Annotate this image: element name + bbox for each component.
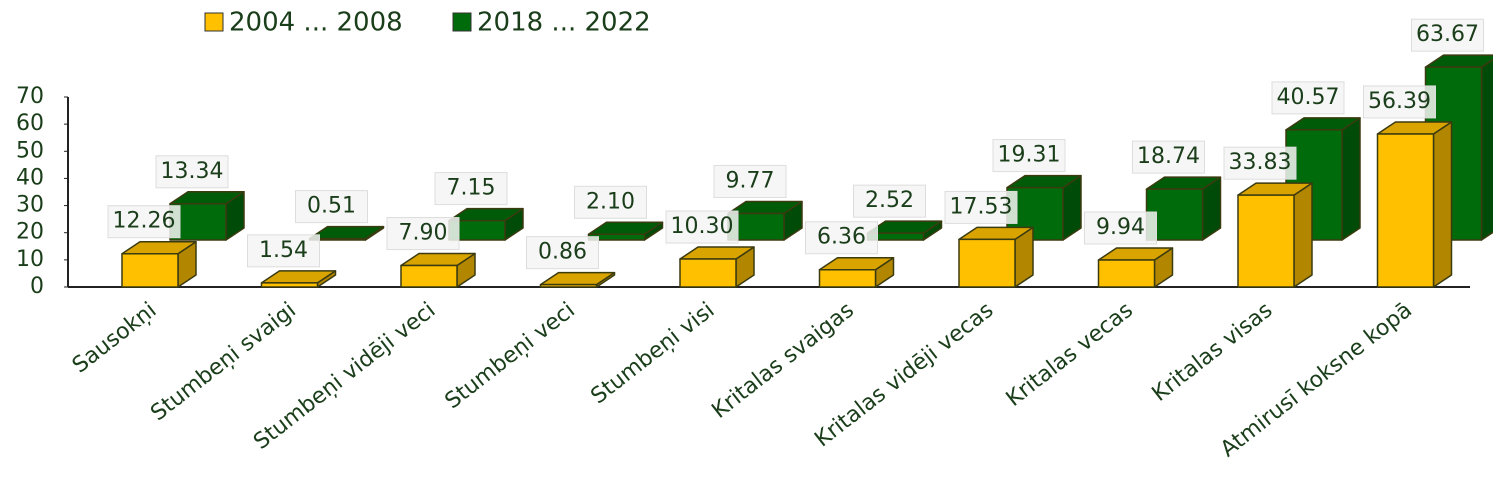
x-tick-label: Stumbeņi svaigi <box>146 298 301 426</box>
value-label: 40.57 <box>1277 85 1340 110</box>
bar-side <box>1480 58 1493 241</box>
value-label: 2.52 <box>865 188 914 213</box>
bar <box>1376 121 1453 288</box>
value-label-box <box>155 155 229 189</box>
bar <box>539 271 616 288</box>
bar-top <box>1424 54 1493 68</box>
value-label: 7.90 <box>399 221 448 246</box>
bar <box>121 240 197 288</box>
y-tick-label: 30 <box>16 193 44 218</box>
value-label-box <box>665 210 739 244</box>
value-label: 0.86 <box>538 240 587 265</box>
value-label-box <box>1132 140 1205 174</box>
bar-top <box>308 225 385 240</box>
value-label-box <box>853 184 926 218</box>
bar-front <box>958 238 1016 288</box>
value-label: 19.31 <box>998 143 1061 168</box>
legend-swatch <box>452 12 472 32</box>
y-tick-label: 40 <box>16 165 44 190</box>
value-label: 6.36 <box>817 225 866 250</box>
bar-front <box>1097 259 1156 288</box>
bar <box>400 252 476 288</box>
bar <box>727 200 803 241</box>
y-tick-label: 10 <box>16 247 44 272</box>
bar-side <box>1432 121 1453 288</box>
x-tick-label: Sausokņi <box>68 298 161 379</box>
value-label: 9.94 <box>1096 215 1145 240</box>
value-label: 0.51 <box>307 194 356 219</box>
bar <box>308 225 385 241</box>
value-label-box <box>1363 85 1436 119</box>
x-tick-label: Stumbeņi veci <box>441 298 580 415</box>
bar <box>587 221 664 241</box>
value-label: 18.74 <box>1137 144 1200 169</box>
value-label-box <box>992 139 1066 173</box>
bar-front <box>260 282 319 288</box>
bar <box>679 246 755 288</box>
value-label-box <box>1271 81 1345 115</box>
bar <box>1145 176 1222 241</box>
y-tick-label: 50 <box>16 138 44 163</box>
bar <box>260 270 337 288</box>
value-label-box <box>1223 146 1297 180</box>
bar <box>169 191 245 241</box>
value-label: 56.39 <box>1368 89 1431 114</box>
value-label-box <box>944 190 1018 224</box>
y-tick-label: 20 <box>16 220 44 245</box>
value-label: 7.15 <box>447 176 496 201</box>
value-label-box <box>805 221 878 255</box>
bar <box>1237 182 1313 288</box>
value-label-box <box>386 217 460 251</box>
y-tick-label: 60 <box>16 111 44 136</box>
value-label: 10.30 <box>671 214 734 239</box>
bar <box>866 220 943 241</box>
bar-side <box>1341 117 1361 241</box>
value-label-box <box>1084 211 1157 245</box>
value-label-box <box>295 190 368 224</box>
legend-swatch <box>204 12 224 32</box>
value-label: 13.34 <box>161 159 224 184</box>
value-label: 1.54 <box>259 238 308 263</box>
bar <box>818 256 895 288</box>
bar-front <box>539 283 598 288</box>
value-label-box <box>574 185 647 219</box>
y-tick-label: 70 <box>16 84 44 109</box>
value-label: 2.10 <box>586 189 635 214</box>
bar-front <box>400 264 458 288</box>
x-tick-label: Stumbeņi visi <box>586 298 719 410</box>
bar-front <box>818 268 877 288</box>
value-label: 9.77 <box>726 168 775 193</box>
value-label-box <box>247 234 320 268</box>
bar-front <box>1376 133 1435 288</box>
bar-side <box>1293 182 1313 288</box>
value-label-box <box>1411 18 1484 52</box>
bar-front <box>1237 194 1295 288</box>
x-tick-label: Kritalas vecas <box>1002 298 1138 412</box>
value-label: 12.26 <box>113 209 176 234</box>
legend-label: 2004 ... 2008 <box>229 8 403 38</box>
value-label-box <box>434 172 508 206</box>
bar <box>1097 247 1174 288</box>
value-label: 63.67 <box>1416 22 1479 47</box>
value-label-box <box>107 205 181 239</box>
legend-label: 2018 ... 2022 <box>477 8 651 38</box>
value-label: 17.53 <box>950 194 1013 219</box>
value-label: 33.83 <box>1229 150 1292 175</box>
value-label-box <box>713 164 787 198</box>
bar <box>448 207 524 241</box>
bar-front <box>679 258 737 288</box>
value-label-box <box>526 236 599 270</box>
x-tick-label: Kritalas visas <box>1148 298 1278 407</box>
bar-front <box>121 252 179 288</box>
y-tick-label: 0 <box>30 274 44 299</box>
bar <box>958 226 1034 288</box>
x-tick-label: Kritalas svaigas <box>707 298 859 424</box>
